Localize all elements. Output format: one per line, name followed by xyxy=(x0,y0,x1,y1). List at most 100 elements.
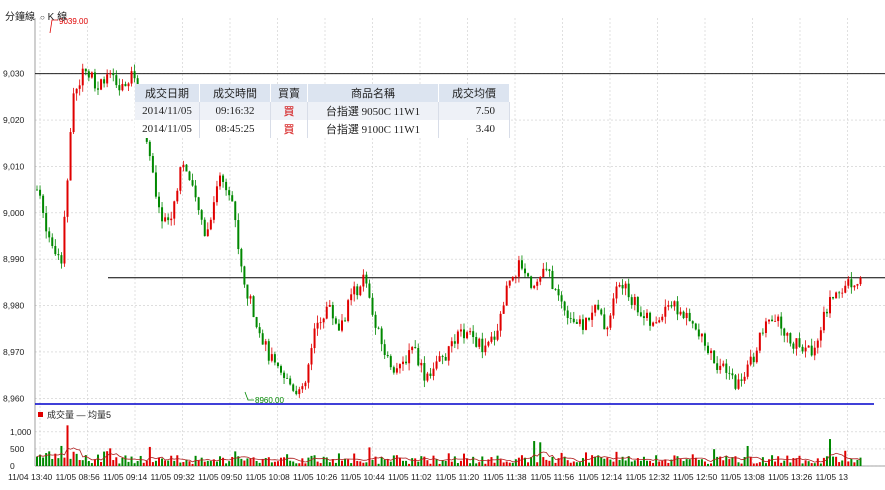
volume-bar xyxy=(103,451,106,466)
volume-bar xyxy=(694,457,697,466)
candle-body xyxy=(148,141,151,157)
candle-body xyxy=(270,354,273,361)
volume-bar xyxy=(591,455,594,466)
volume-bar xyxy=(380,457,383,466)
tab-k-line[interactable]: ○ K 線 xyxy=(40,8,67,23)
volume-bar xyxy=(405,460,408,466)
candle-body xyxy=(405,361,408,364)
candle-body xyxy=(264,341,267,345)
tab-minute-line[interactable]: 分鐘線 xyxy=(5,12,35,23)
candle-body xyxy=(560,295,563,302)
volume-bar xyxy=(493,462,496,466)
table-row[interactable]: 2014/11/05 08:45:25 買 台指選 9100C 11W1 3.4… xyxy=(135,120,510,138)
volume-bar xyxy=(191,463,194,466)
volume-bar xyxy=(734,456,737,466)
candle-body xyxy=(313,328,316,349)
volume-bar xyxy=(240,458,243,466)
volume-bar xyxy=(414,458,417,466)
volume-bar xyxy=(456,463,459,466)
candle-body xyxy=(478,338,481,347)
candle-body xyxy=(328,305,331,307)
cell-side: 買 xyxy=(270,102,308,120)
volume-bar xyxy=(725,456,728,466)
candle-body xyxy=(402,361,404,365)
x-tick-label: 11/04 13:40 xyxy=(8,472,53,482)
candle-body xyxy=(298,389,301,395)
volume-bars xyxy=(36,425,862,466)
candle-body xyxy=(429,373,432,376)
candle-body xyxy=(292,384,295,391)
candle-body xyxy=(777,316,780,322)
candle-body xyxy=(106,74,109,84)
volume-bar xyxy=(353,453,356,466)
candle-body xyxy=(81,68,84,86)
candle-body xyxy=(600,309,603,315)
volume-bar xyxy=(774,461,777,466)
candle-body xyxy=(441,356,444,357)
candle-body xyxy=(667,305,670,307)
candle-body xyxy=(768,319,770,322)
candle-body xyxy=(234,201,237,221)
volume-bar xyxy=(527,462,530,466)
candle-body xyxy=(536,281,539,286)
candle-body xyxy=(57,254,60,256)
candle-body xyxy=(786,333,789,336)
table-row[interactable]: 2014/11/05 09:16:32 買 台指選 9050C 11W1 7.5… xyxy=(135,102,510,120)
candle-body xyxy=(188,171,191,181)
candle-body xyxy=(664,306,667,317)
volume-bar xyxy=(426,460,429,466)
x-tick-label: 11/05 09:32 xyxy=(151,472,196,482)
volume-bar xyxy=(225,463,228,466)
volume-bar xyxy=(703,461,706,466)
volume-bar xyxy=(161,458,164,466)
volume-bar xyxy=(209,461,212,466)
candle-body xyxy=(764,321,767,334)
volume-bar xyxy=(499,459,502,466)
x-tick-label: 11/05 11:38 xyxy=(483,472,527,482)
volume-bar xyxy=(377,463,380,466)
volume-bar xyxy=(661,460,664,466)
candle-body xyxy=(707,345,709,354)
candle-body xyxy=(517,260,520,277)
candle-body xyxy=(502,305,505,314)
volume-bar xyxy=(362,462,365,466)
volume-bar xyxy=(642,456,645,466)
volume-tick-label: 1,000 xyxy=(10,427,32,437)
candle-body xyxy=(697,329,700,337)
candle-body xyxy=(398,364,401,369)
candle-body xyxy=(347,300,350,321)
volume-bar xyxy=(182,462,185,466)
x-tick-label: 11/05 12:50 xyxy=(673,472,718,482)
candle-body xyxy=(554,289,557,290)
candle-body xyxy=(237,220,240,250)
candle-body xyxy=(103,79,106,84)
volume-bar xyxy=(667,462,670,466)
candle-body xyxy=(212,202,215,220)
volume-bar xyxy=(740,463,743,466)
volume-bar xyxy=(90,463,93,466)
candle-body xyxy=(459,329,462,332)
volume-bar xyxy=(197,460,200,466)
candle-body xyxy=(84,68,87,72)
volume-bar xyxy=(124,455,127,466)
radio-icon: ○ xyxy=(40,13,45,22)
candle-body xyxy=(380,328,383,345)
volume-bar xyxy=(517,457,520,466)
y-tick-label: 8,980 xyxy=(3,301,25,311)
candle-body xyxy=(679,311,682,315)
candle-body xyxy=(133,71,136,79)
volume-bar xyxy=(783,460,786,466)
candle-body xyxy=(444,356,447,361)
volume-bar xyxy=(530,457,533,466)
candle-body xyxy=(700,333,703,337)
volume-bar xyxy=(130,456,133,466)
volume-bar xyxy=(749,456,752,466)
x-tick-label: 11/05 10:44 xyxy=(341,472,386,482)
candle-body xyxy=(530,276,533,288)
volume-bar xyxy=(581,458,584,466)
candle-body xyxy=(737,379,740,389)
candle-body xyxy=(258,327,261,334)
candle-body xyxy=(493,336,496,340)
volume-bar xyxy=(670,459,673,466)
